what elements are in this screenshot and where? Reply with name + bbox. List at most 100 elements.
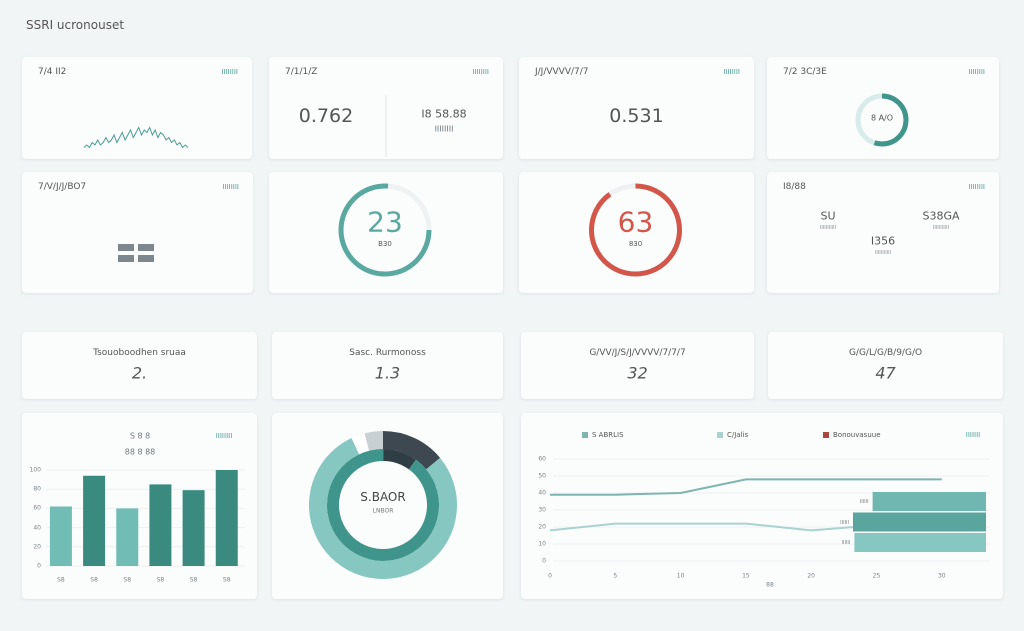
x-tick-label: S8 — [222, 576, 231, 584]
metric-card — [767, 172, 999, 293]
bar — [182, 490, 205, 566]
kpi-card — [22, 332, 257, 399]
y-tick-label: 60 — [538, 455, 546, 463]
icon-block — [118, 244, 134, 251]
y-tick-label: 100 — [29, 466, 41, 474]
kpi-label: Tsouoboodhen sruaa — [93, 348, 186, 358]
y-tick-label: 50 — [538, 472, 546, 480]
card-label: J/J/VVVV/7/7 — [535, 67, 589, 77]
gauge-value: 23 — [367, 205, 403, 239]
x-tick-label: S8 — [90, 576, 98, 584]
y-tick-label: 0 — [37, 562, 41, 570]
y-tick-label: 80 — [33, 485, 41, 493]
y-tick-label: 10 — [538, 540, 546, 548]
legend-swatch — [823, 432, 829, 438]
card-tag: IIIIIIII — [723, 68, 740, 76]
donut-center: 8 A/O — [870, 113, 894, 123]
hbar-label: IIIIII — [859, 499, 869, 505]
bar — [116, 508, 139, 566]
bar — [49, 506, 72, 566]
x-tick-label: 25 — [872, 572, 881, 580]
kpi-card — [272, 332, 503, 399]
icon-block — [138, 255, 154, 262]
card-label: I8/88 — [783, 182, 806, 192]
hbar — [853, 512, 986, 532]
icon-block — [118, 255, 134, 262]
donut-note: LNBOR — [372, 507, 394, 515]
chart-title: S 8 8 — [129, 431, 151, 441]
kpi-value: 1.3 — [374, 363, 401, 383]
donut-segment — [309, 431, 457, 579]
kpi-card — [521, 332, 754, 399]
y-tick-label: 60 — [33, 504, 41, 512]
x-tick-label: S8 — [156, 576, 165, 584]
hbar — [872, 492, 986, 511]
card-tag: IIIIIIII — [472, 68, 489, 76]
hbar — [854, 533, 986, 552]
donut-center: S.BAOR — [360, 490, 406, 504]
x-tick-label: S8 — [189, 576, 198, 584]
x-tick-label: 15 — [742, 572, 750, 580]
stat-note: IIIIIIIIIII — [874, 250, 892, 256]
kpi-value: 32 — [627, 363, 648, 383]
donut-arc — [855, 93, 909, 147]
donut-segment — [309, 431, 457, 579]
page-title: SSRI ucronouset — [26, 18, 125, 32]
x-axis-title: 88 — [766, 581, 774, 589]
card-tag: IIIIIIII — [968, 183, 985, 191]
donut-segment — [309, 431, 457, 579]
stat-value: S38GA — [922, 209, 960, 223]
side-value: I8 58.88 — [421, 107, 467, 121]
kpi-label: G/VV/J/S/J/VVVV/7/7/7 — [589, 348, 686, 358]
bar — [83, 475, 106, 566]
legend-label: C/Jalis — [727, 431, 749, 439]
card-tag: IIIIIIII — [968, 68, 985, 76]
legend-label: S ABRLIS — [592, 431, 624, 439]
legend-label: Bonouvasuue — [833, 431, 881, 439]
donut-segment — [327, 449, 439, 561]
gauge-arc — [589, 183, 682, 277]
kpi-value: 47 — [875, 363, 896, 383]
x-tick-label: 30 — [937, 572, 946, 580]
y-tick-label: 30 — [538, 506, 546, 514]
donut-segment — [309, 431, 457, 579]
card-label: 7/4 II2 — [38, 67, 67, 77]
x-tick-label: 0 — [548, 572, 552, 580]
kpi-label: Sasc. Rurmonoss — [349, 348, 426, 358]
hbar-label: IIIIII — [841, 540, 851, 546]
chart-tag: IIIIIII — [965, 431, 981, 439]
hbar-label: IIIIII — [840, 519, 849, 526]
legend-swatch — [717, 432, 723, 438]
y-tick-label: 0 — [542, 557, 546, 565]
y-tick-label: 20 — [33, 543, 41, 551]
stat-value: I356 — [870, 234, 896, 248]
card-value: 0.531 — [609, 105, 664, 127]
card-value: 0.762 — [298, 105, 354, 127]
gauge-arc — [338, 183, 432, 277]
card-tag: IIIIIIII — [221, 68, 238, 76]
stat-note: IIIIIIIIIII — [932, 225, 950, 231]
kpi-value: 2. — [131, 363, 148, 383]
kpi-label: G/G/L/G/B/9/G/O — [848, 348, 923, 358]
y-tick-label: 20 — [538, 523, 546, 531]
y-tick-label: 40 — [33, 524, 41, 532]
icon-block — [138, 244, 154, 251]
line-series — [549, 522, 877, 532]
chart-legend: 88 8 88 — [124, 447, 156, 457]
x-tick-label: S8 — [123, 576, 132, 584]
gauge-value: 63 — [617, 205, 654, 239]
y-tick-label: 40 — [538, 489, 546, 497]
metric-card — [22, 57, 252, 159]
bar — [149, 484, 172, 566]
bar — [215, 470, 238, 566]
x-tick-label: 5 — [613, 572, 618, 580]
line-series — [550, 478, 942, 496]
gauge-note: B30 — [378, 240, 392, 248]
legend-swatch — [582, 432, 588, 438]
metric-card — [519, 57, 754, 159]
card-tag: IIIIIIII — [222, 183, 239, 191]
kpi-card — [768, 332, 1003, 399]
gauge-note: 830 — [628, 240, 643, 248]
side-note: IIIIIIII — [434, 124, 454, 134]
